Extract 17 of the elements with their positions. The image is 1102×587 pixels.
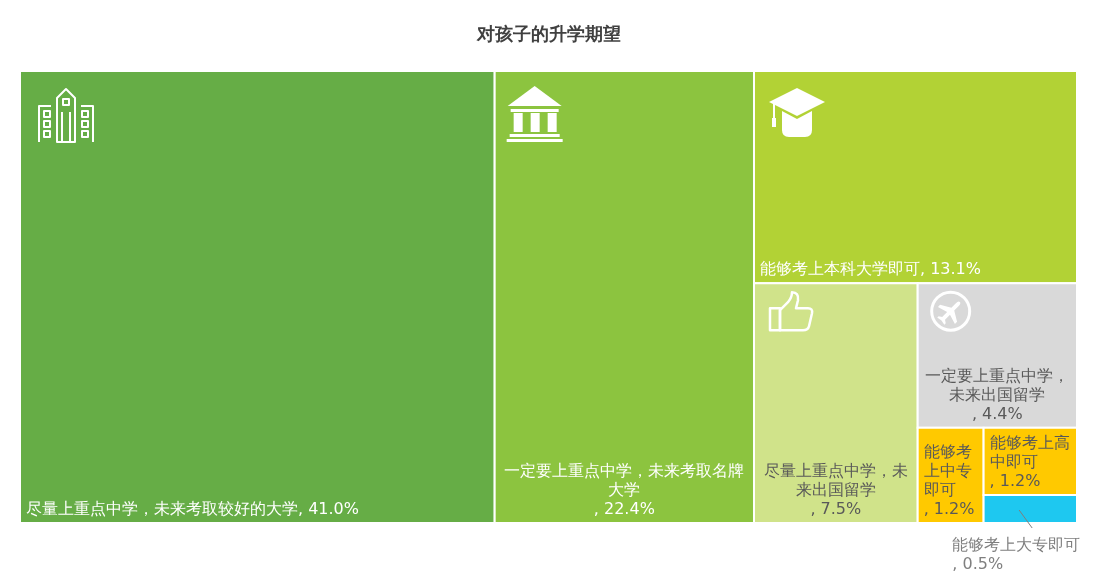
- category-label: 尽量上重点中学，未来出国留学: [763, 461, 908, 499]
- category-label: 能够考上本科大学即可: [760, 259, 920, 279]
- data-label: , 4.4%: [971, 403, 1023, 423]
- data-label: , 1.2%: [989, 470, 1041, 490]
- data-label: , 7.5%: [810, 499, 862, 518]
- category-label: 能够考上高中即可: [989, 432, 1070, 471]
- category-label: 能够考上大专即可: [952, 535, 1081, 554]
- data-label: , 22.4%: [593, 499, 655, 518]
- category-label: 能够考上中专即可: [923, 442, 972, 499]
- text: 对孩子的升学期望: [475, 23, 621, 44]
- data-label: , 41.0%: [298, 499, 359, 518]
- category-label: 一定要上重点中学，未来出国留学: [925, 365, 1070, 404]
- category-label: 尽量上重点中学，未来考取较好的大学: [26, 499, 298, 518]
- data-label: , 1.2%: [923, 499, 975, 518]
- data-label: , 13.1%: [920, 259, 981, 279]
- category-label: 一定要上重点中学，未来考取名牌大学: [504, 461, 745, 499]
- data-label: , 0.5%: [952, 554, 1004, 573]
